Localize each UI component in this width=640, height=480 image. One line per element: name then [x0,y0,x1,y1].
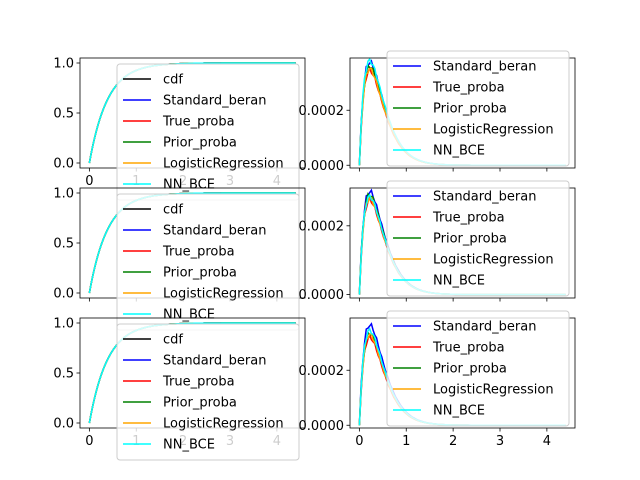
y-tick-label: 0.0000 [299,288,345,303]
y-tick-label: 0.0002 [299,219,345,234]
legend-label: True_proba [162,375,235,390]
legend-label: Prior_proba [163,396,237,411]
y-tick-label: 0.5 [53,367,74,382]
legend-label: Standard_beran [163,94,266,109]
legend-label: Prior_proba [433,102,507,117]
legend-label: NN_BCE [163,438,215,453]
legend-label: NN_BCE [433,274,485,289]
panel-pdf-row-2: 0.0000 0.0002 Standard_beran True_proba Prio… [299,180,576,303]
y-tick-label: 0.0002 [299,364,345,379]
legend-label: True_proba [432,81,505,96]
panel-cdf-row-2: 0.0 0.5 1.0 cdf Standard_beran True_proba Prio… [53,187,306,331]
panel-pdf-row-1: 0.0000 0.0002 Standard_beran True_proba Prio… [299,50,576,174]
legend-label: NN_BCE [163,178,215,193]
x-tick-label: 3 [496,434,504,449]
y-tick-label: 0.5 [53,237,74,252]
legend: cdf Standard_beran True_proba Prior_proba Lo… [116,193,300,331]
legend-label: Prior_proba [163,266,237,281]
legend-box [386,180,570,297]
y-tick-label: 0.0000 [299,419,345,434]
y-tick-label: 0.5 [53,107,74,122]
y-tick-label: 0.0002 [299,104,345,119]
legend-label: cdf [163,333,183,348]
legend-box [116,323,300,461]
panel-pdf-row-3: 0 1 2 3 4 0.0000 0.0002 Standard_beran True_prob… [299,310,576,449]
legend-label: True_proba [432,211,505,226]
legend: cdf Standard_beran True_proba Prior_proba Lo… [116,323,300,461]
y-tick-label: 1.0 [53,317,74,332]
y-tick-label: 0.0 [53,417,74,432]
legend: Standard_beran True_proba Prior_proba Logis… [386,180,570,297]
legend-label: LogisticRegression [433,123,554,138]
x-tick-label: 4 [543,434,551,449]
legend-label: LogisticRegression [163,417,284,432]
legend-label: Standard_beran [433,320,536,335]
legend-label: Prior_proba [433,362,507,377]
legend-label: cdf [163,73,183,88]
x-tick-label: 1 [402,434,410,449]
legend-label: True_proba [162,115,235,130]
legend-label: Standard_beran [163,224,266,239]
legend: Standard_beran True_proba Prior_proba Logis… [386,50,570,167]
legend-label: True_proba [432,341,505,356]
y-tick-label: 0.0000 [299,159,345,174]
legend-label: cdf [163,203,183,218]
legend-label: NN_BCE [433,404,485,419]
legend-label: LogisticRegression [163,287,284,302]
y-tick-label: 1.0 [53,57,74,72]
legend-label: NN_BCE [163,308,215,323]
y-tick-label: 0.0 [53,287,74,302]
legend-box [386,50,570,167]
x-tick-label: 0 [85,174,93,189]
legend-label: Standard_beran [163,354,266,369]
legend-label: True_proba [162,245,235,260]
legend-label: Standard_beran [433,60,536,75]
legend: cdf Standard_beran True_proba Prior_proba Lo… [116,63,300,201]
x-tick-label: 2 [449,434,457,449]
legend-label: Standard_beran [433,190,536,205]
legend-label: Prior_proba [433,232,507,247]
legend-label: LogisticRegression [433,253,554,268]
legend: Standard_beran True_proba Prior_proba Logis… [386,310,570,427]
x-tick-label: 0 [355,434,363,449]
legend-label: LogisticRegression [433,383,554,398]
y-tick-label: 1.0 [53,187,74,202]
panel-cdf-row-1: 012340.00.51.0cdfStandard_beranTrue_prob… [53,57,306,201]
legend-label: Prior_proba [163,136,237,151]
panel-cdf-row-3: 012340.00.51.0cdfStandard_beranTrue_prob… [53,317,306,461]
x-tick-label: 0 [85,434,93,449]
legend-box [386,310,570,427]
legend-label: LogisticRegression [163,157,284,172]
y-tick-label: 0.0 [53,157,74,172]
legend-label: NN_BCE [433,144,485,159]
